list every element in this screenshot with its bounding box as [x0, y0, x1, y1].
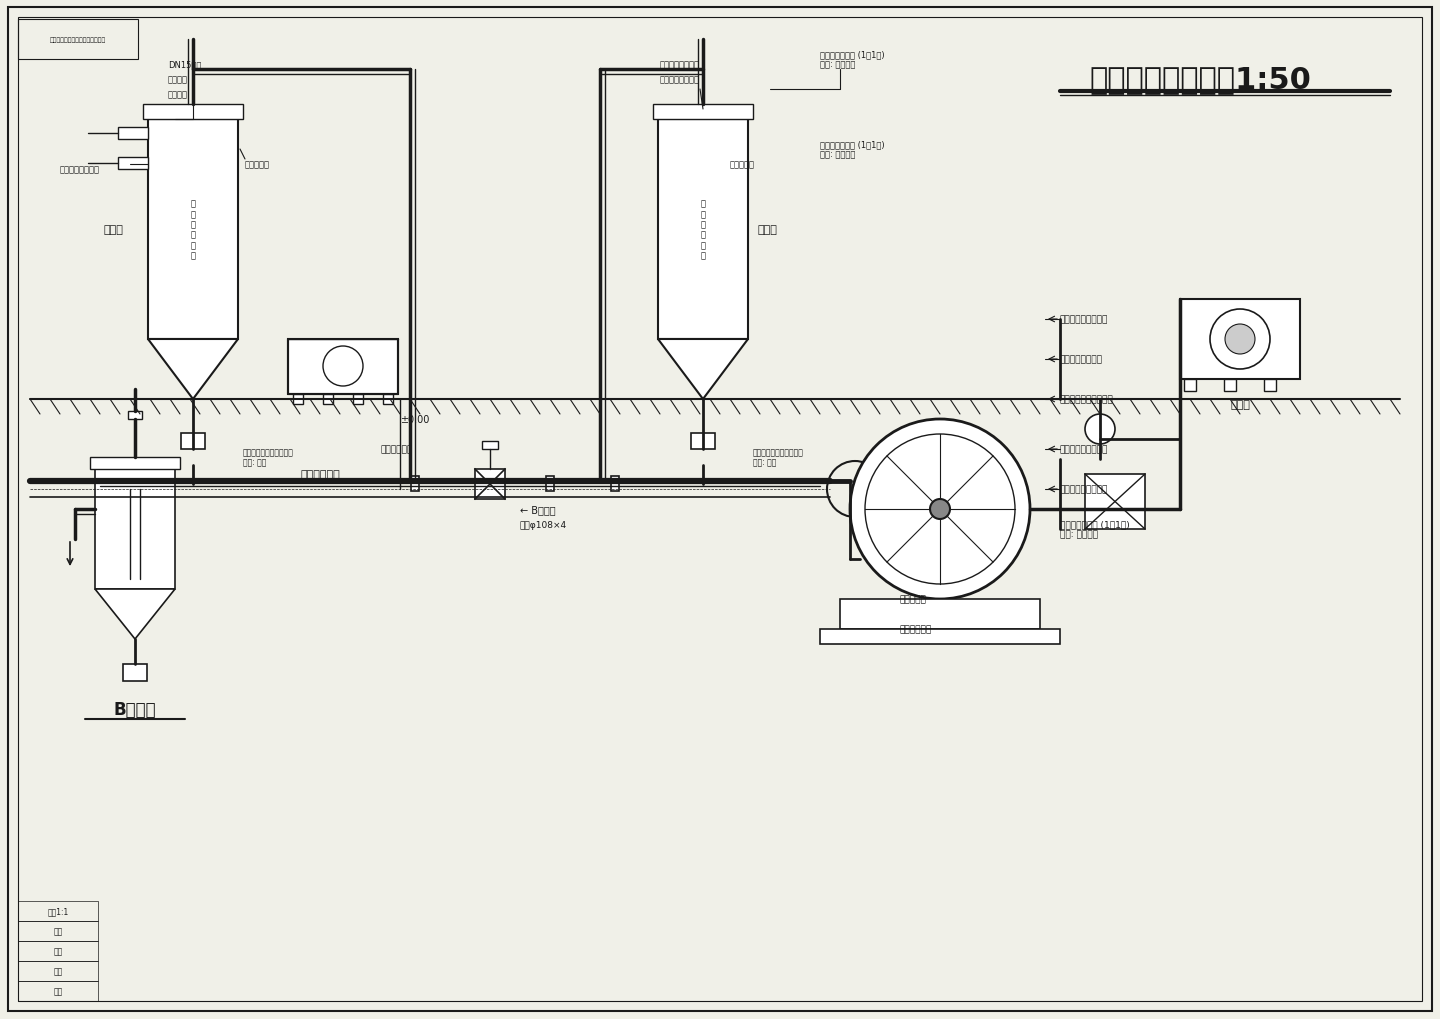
Text: 真空放散管: 真空放散管 — [730, 160, 755, 169]
Bar — [1084, 475, 1145, 530]
Text: 接管φ108×4: 接管φ108×4 — [520, 520, 567, 529]
Bar — [118, 158, 148, 170]
Text: 液位电板: 液位电板 — [168, 75, 189, 85]
Text: ← B向视图: ← B向视图 — [520, 504, 556, 515]
Bar — [122, 664, 147, 682]
Text: 滤液槽输出至滤液回收用
状态: 常用: 滤液槽输出至滤液回收用 状态: 常用 — [243, 448, 294, 468]
Text: 滤饼坏于真空管路阀: 滤饼坏于真空管路阀 — [1060, 445, 1109, 454]
Bar — [143, 105, 243, 120]
Text: 审定: 审定 — [53, 986, 62, 996]
Bar — [691, 433, 716, 449]
Text: 接入耐腐软管: 接入耐腐软管 — [900, 625, 932, 634]
Text: 滤液槽输出至滤液回收用
状态: 常用: 滤液槽输出至滤液回收用 状态: 常用 — [753, 448, 804, 468]
Bar — [288, 339, 397, 394]
Text: 分配阀反冲液洗口: 分配阀反冲液洗口 — [1060, 356, 1103, 364]
Text: 设计: 设计 — [53, 947, 62, 956]
Bar — [128, 412, 143, 420]
Text: 滤
液
槽
液
位
管: 滤 液 槽 液 位 管 — [190, 200, 196, 260]
Text: 接开启控制气管 (1进1出)
状态: 顺序控制: 接开启控制气管 (1进1出) 状态: 顺序控制 — [1060, 520, 1130, 539]
Text: 接开启控制气管 (1进1出)
状态: 顺序控制: 接开启控制气管 (1进1出) 状态: 顺序控制 — [819, 50, 884, 69]
Text: 某某铝矿矿山开采水处理工程总图: 某某铝矿矿山开采水处理工程总图 — [50, 37, 107, 43]
Text: 比例1:1: 比例1:1 — [48, 907, 69, 916]
Bar — [652, 105, 753, 120]
Text: 审核: 审核 — [53, 967, 62, 975]
Bar — [482, 441, 498, 449]
Bar — [840, 599, 1040, 630]
Text: 排气接管真空液末: 排气接管真空液末 — [660, 60, 700, 69]
Bar — [611, 477, 619, 491]
Text: 滤液槽输真空接口: 滤液槽输真空接口 — [660, 75, 700, 85]
Circle shape — [1084, 415, 1115, 444]
Text: 滤液槽输真空接口: 滤液槽输真空接口 — [60, 165, 99, 174]
Bar — [1184, 380, 1197, 391]
Bar — [383, 394, 393, 405]
Text: 真空泵: 真空泵 — [1230, 399, 1250, 410]
Text: 真空泵管道系统图1:50: 真空泵管道系统图1:50 — [1089, 65, 1310, 95]
Bar — [19, 921, 98, 942]
Bar — [19, 942, 98, 961]
Circle shape — [930, 499, 950, 520]
Polygon shape — [658, 339, 747, 399]
Text: 滤液槽: 滤液槽 — [757, 225, 778, 234]
Bar — [546, 477, 554, 491]
Bar — [95, 470, 176, 589]
Polygon shape — [95, 589, 176, 639]
Text: 滤
液
槽
液
位
管: 滤 液 槽 液 位 管 — [700, 200, 706, 260]
Bar — [475, 470, 505, 499]
Bar — [19, 901, 98, 921]
Text: DN15填料: DN15填料 — [168, 60, 202, 69]
Text: 反冲液液管: 反冲液液管 — [900, 595, 927, 604]
Text: B向视图: B向视图 — [114, 700, 157, 718]
Bar — [91, 458, 180, 470]
Bar — [118, 127, 148, 140]
Bar — [323, 394, 333, 405]
Text: 制图: 制图 — [53, 926, 62, 935]
Bar — [658, 120, 747, 339]
Bar — [148, 120, 238, 339]
Polygon shape — [148, 339, 238, 399]
Bar — [19, 981, 98, 1001]
Text: 分配阀滤饼坏液进接口: 分配阀滤饼坏液进接口 — [1060, 395, 1113, 405]
Bar — [181, 433, 204, 449]
Text: 分配阀滤饼坏干接口: 分配阀滤饼坏干接口 — [1060, 315, 1109, 324]
Bar — [819, 630, 1060, 644]
Bar — [477, 477, 484, 491]
Text: ±0.00: ±0.00 — [400, 415, 429, 425]
Bar — [19, 20, 138, 60]
Bar — [1224, 380, 1236, 391]
Bar — [353, 394, 363, 405]
Text: 真空液末: 真空液末 — [168, 91, 189, 100]
Text: 接开启控制气管 (1进1出)
状态: 顺序控制: 接开启控制气管 (1进1出) 状态: 顺序控制 — [819, 141, 884, 160]
Bar — [292, 394, 302, 405]
Bar — [410, 477, 419, 491]
Bar — [19, 961, 98, 981]
Text: 真空放散管: 真空放散管 — [245, 160, 271, 169]
Text: 矿矿矿空总管: 矿矿矿空总管 — [300, 470, 340, 480]
Text: 滤液槽: 滤液槽 — [104, 225, 122, 234]
Circle shape — [1225, 325, 1256, 355]
Bar — [1264, 380, 1276, 391]
Circle shape — [850, 420, 1030, 599]
Bar — [1179, 300, 1300, 380]
Text: 滤饼板真空管路管阀: 滤饼板真空管路管阀 — [1060, 485, 1109, 494]
Text: 排至地沟水井: 排至地沟水井 — [380, 445, 412, 454]
